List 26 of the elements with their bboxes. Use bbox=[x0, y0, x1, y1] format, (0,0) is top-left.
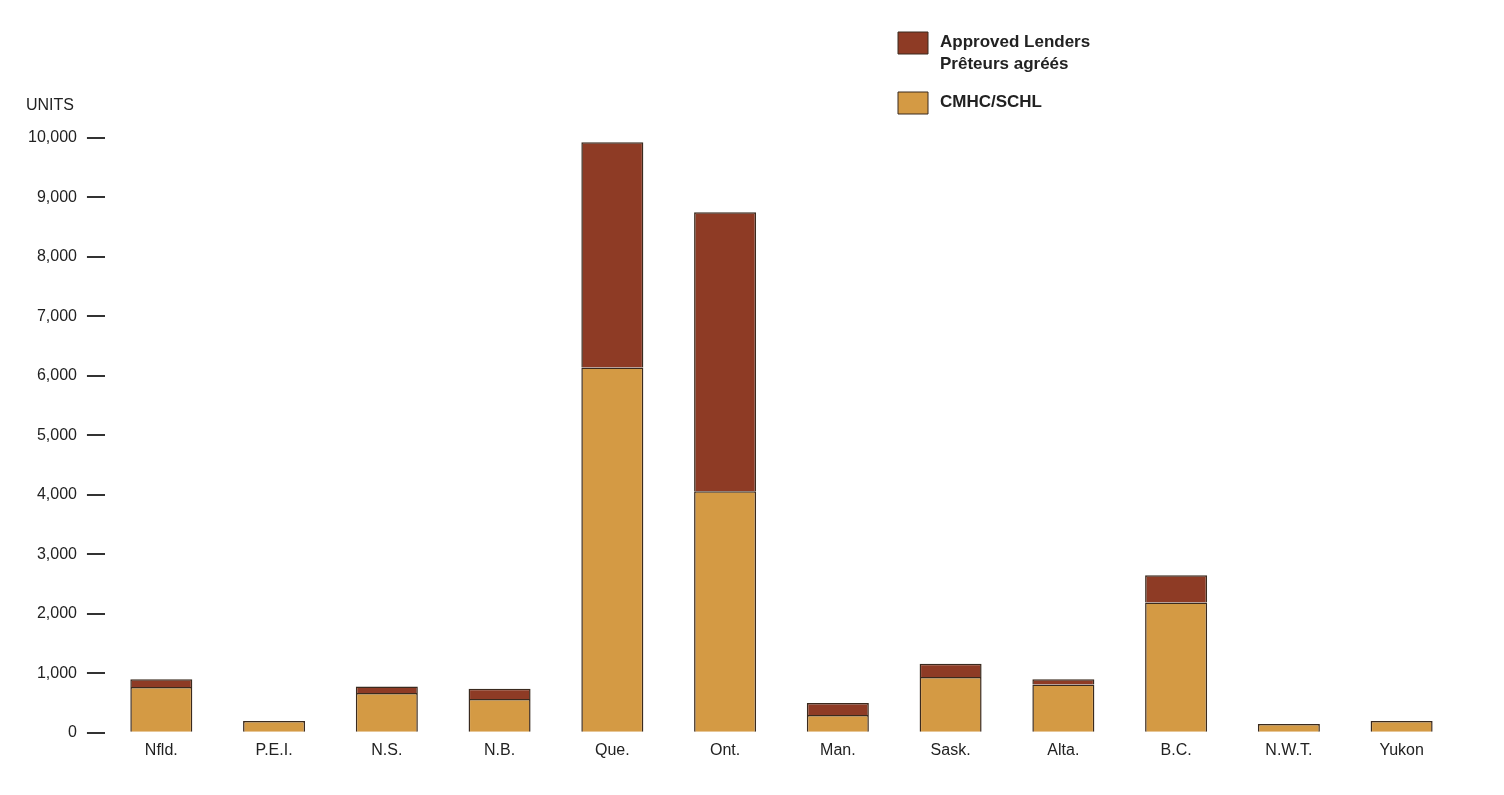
x-tick-label: Que. bbox=[594, 740, 630, 758]
y-tick-label: 4,000 bbox=[36, 485, 78, 503]
y-tick-label: 10,000 bbox=[28, 128, 78, 146]
x-tick-label: Ont. bbox=[709, 740, 741, 758]
x-tick-label: Sask. bbox=[930, 740, 971, 758]
y-tick-label: 7,000 bbox=[36, 306, 78, 324]
y-tick-label: 3,000 bbox=[36, 544, 78, 562]
y-tick-label: 8,000 bbox=[36, 247, 78, 265]
x-tick-label: Nfld. bbox=[144, 740, 178, 758]
x-tick-label: N.S. bbox=[371, 740, 403, 758]
y-tick-label: 0 bbox=[68, 723, 78, 741]
legend-label: Approved Lenders Prêteurs agréés bbox=[940, 32, 1091, 74]
x-tick-label: B.C. bbox=[1160, 740, 1192, 758]
x-tick-label: P.E.I. bbox=[255, 740, 293, 758]
x-tick-label: Yukon bbox=[1379, 740, 1424, 758]
y-tick-label: 1,000 bbox=[36, 663, 78, 681]
y-tick-label: 2,000 bbox=[36, 604, 78, 622]
y-tick-label: 5,000 bbox=[36, 425, 78, 443]
x-tick-label: N.B. bbox=[484, 740, 516, 758]
x-tick-label: Man. bbox=[820, 740, 856, 758]
legend-label: CMHC/SCHL bbox=[940, 92, 1042, 112]
y-tick-label: 6,000 bbox=[36, 366, 78, 384]
y-tick-label: 9,000 bbox=[36, 187, 78, 205]
x-tick-label: N.W.T. bbox=[1265, 740, 1313, 758]
x-tick-label: Alta. bbox=[1047, 740, 1080, 758]
y-axis-title: UNITS bbox=[26, 96, 74, 114]
